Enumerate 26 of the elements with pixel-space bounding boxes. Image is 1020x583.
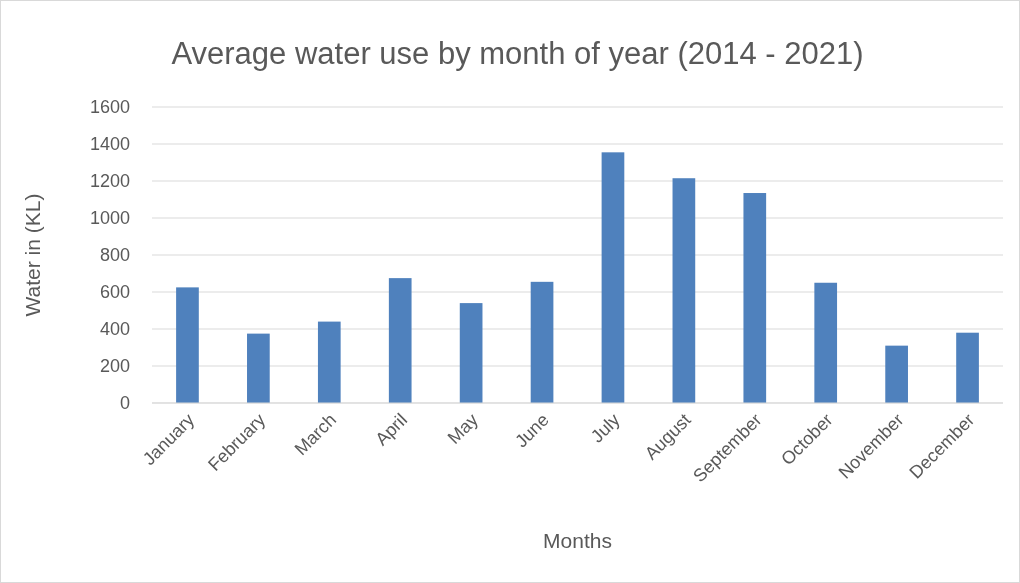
x-tick-label: July (587, 409, 624, 447)
y-tick-label: 200 (99, 356, 130, 377)
bar (885, 345, 908, 403)
y-tick-label: 0 (119, 393, 130, 414)
bar (247, 333, 270, 403)
y-axis-title: Water in (KL) (21, 193, 44, 317)
y-tick-label: 1600 (89, 97, 130, 118)
bar (743, 193, 767, 403)
y-tick-label: 400 (99, 319, 130, 340)
bar (176, 287, 199, 403)
bar (956, 332, 979, 403)
bar (459, 303, 483, 403)
bar (388, 278, 412, 403)
y-tick-label: 600 (99, 282, 130, 303)
y-tick-label: 1200 (89, 171, 130, 192)
bar (814, 282, 838, 403)
bar (530, 281, 554, 403)
y-tick-label: 1000 (89, 208, 130, 229)
x-tick-label: May (443, 409, 482, 448)
y-tick-label: 800 (99, 245, 130, 266)
bar (601, 152, 625, 403)
bar (317, 321, 341, 403)
bar (672, 178, 696, 403)
chart-title: Average water use by month of year (2014 - 2021) (171, 36, 864, 71)
y-tick-label: 1400 (89, 134, 130, 155)
x-axis-title: Months (543, 529, 612, 552)
